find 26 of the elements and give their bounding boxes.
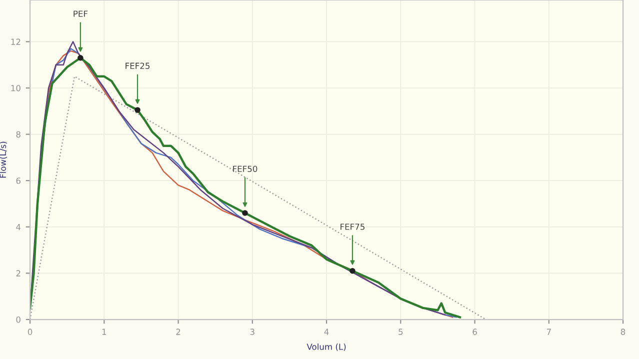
point [350,268,356,274]
x-tick-label: 2 [176,328,180,335]
point [134,107,140,113]
y-tick-label: 2 [16,270,20,276]
x-tick-label: 3 [250,328,254,335]
point [242,210,248,216]
x-tick-label: 1 [102,328,106,335]
annotation: FEF50 [233,166,258,172]
annotation: PEF [74,10,88,17]
y-tick-label: 12 [11,38,20,45]
y-tick-label: 0 [16,316,20,323]
y-tick-label: 4 [16,224,21,230]
annotation: FEF75 [340,224,364,230]
y-tick-label: 10 [11,84,20,92]
x-tick-label: 7 [546,328,551,335]
x-tick-label: 0 [28,328,32,335]
x-tick-label: 6 [472,328,477,335]
annotation: FEF25 [126,62,150,69]
x-tick-label: 8 [620,328,626,335]
y-tick-label: 8 [16,131,20,138]
x-axis-title: Volum (L) [306,343,346,351]
x-tick-label: 5 [398,328,403,335]
point [78,54,84,61]
y-tick-label: 6 [16,178,20,184]
x-tick-label: 4 [324,328,329,335]
y-axis-title: Flow(L/s) [0,142,7,178]
